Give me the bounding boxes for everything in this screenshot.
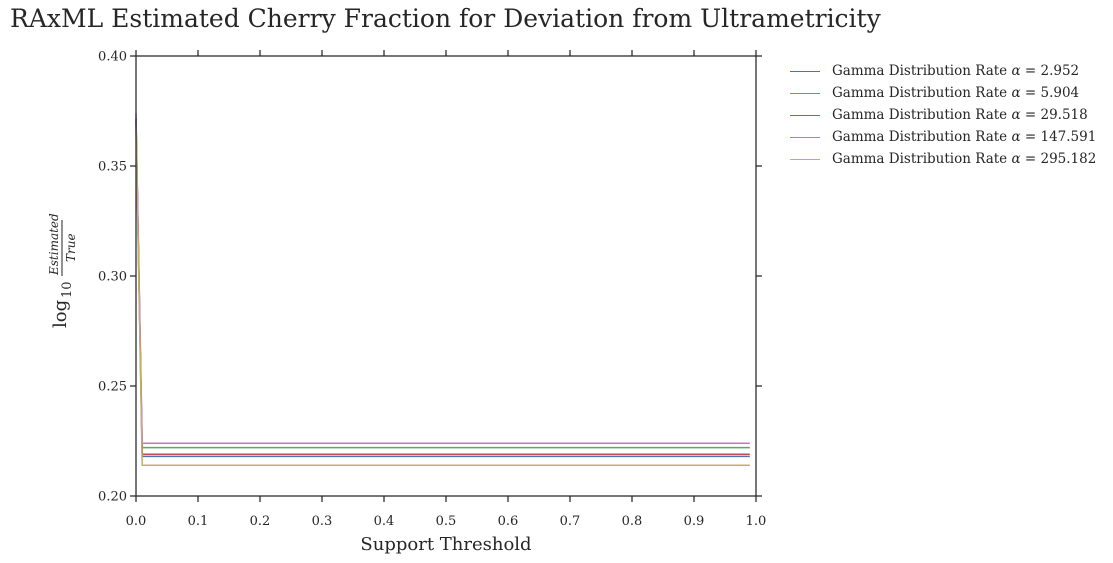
x-axis-label: Support Threshold — [360, 534, 531, 555]
legend-swatch — [790, 71, 820, 72]
series-line-3 — [136, 120, 750, 454]
x-tick-label: 0.2 — [250, 514, 271, 529]
legend-item-4: Gamma Distribution Rate α = 147.591 — [790, 126, 1096, 148]
legend-swatch — [790, 137, 820, 138]
series-line-4 — [136, 113, 750, 443]
x-tick-label: 0.9 — [684, 514, 705, 529]
series-line-1 — [136, 118, 750, 457]
y-tick-label: 0.20 — [98, 490, 127, 505]
legend-item-5: Gamma Distribution Rate α = 295.182 — [790, 148, 1096, 170]
y-axis-label-denominator: True — [64, 233, 78, 262]
x-tick-label: 0.5 — [436, 514, 457, 529]
legend-swatch — [790, 93, 820, 94]
x-tick-label: 0.3 — [312, 514, 333, 529]
axes-frame — [136, 56, 756, 496]
legend-label: Gamma Distribution Rate α = 29.518 — [832, 107, 1088, 123]
series-layer — [136, 113, 750, 465]
x-tick-label: 0.7 — [560, 514, 581, 529]
x-tick-label: 1.0 — [746, 514, 767, 529]
legend: Gamma Distribution Rate α = 2.952 Gamma D… — [790, 60, 1096, 170]
legend-label: Gamma Distribution Rate α = 5.904 — [832, 85, 1079, 101]
legend-label: Gamma Distribution Rate α = 2.952 — [832, 63, 1079, 79]
y-tick-label: 0.35 — [98, 160, 127, 175]
series-line-2 — [136, 122, 750, 448]
y-axis-label-numerator: Estimated — [47, 213, 61, 276]
legend-item-2: Gamma Distribution Rate α = 5.904 — [790, 82, 1096, 104]
x-tick-label: 0.6 — [498, 514, 519, 529]
y-axis-label-base: 10 — [60, 281, 75, 298]
legend-label: Gamma Distribution Rate α = 147.591 — [832, 129, 1096, 145]
series-line-5 — [136, 131, 750, 465]
legend-label: Gamma Distribution Rate α = 295.182 — [832, 151, 1096, 167]
legend-item-1: Gamma Distribution Rate α = 2.952 — [790, 60, 1096, 82]
x-tick-label: 0.1 — [188, 514, 209, 529]
y-tick-label: 0.40 — [98, 50, 127, 65]
x-tick-label: 0.0 — [126, 514, 147, 529]
legend-swatch — [790, 115, 820, 116]
y-axis-label-log: log — [50, 300, 71, 328]
x-tick-label: 0.4 — [374, 514, 395, 529]
y-axis-label: log 10 Estimated True — [42, 208, 78, 328]
y-tick-label: 0.25 — [98, 380, 127, 395]
x-tick-label: 0.8 — [622, 514, 643, 529]
legend-swatch — [790, 159, 820, 160]
legend-item-3: Gamma Distribution Rate α = 29.518 — [790, 104, 1096, 126]
y-tick-label: 0.30 — [98, 270, 127, 285]
